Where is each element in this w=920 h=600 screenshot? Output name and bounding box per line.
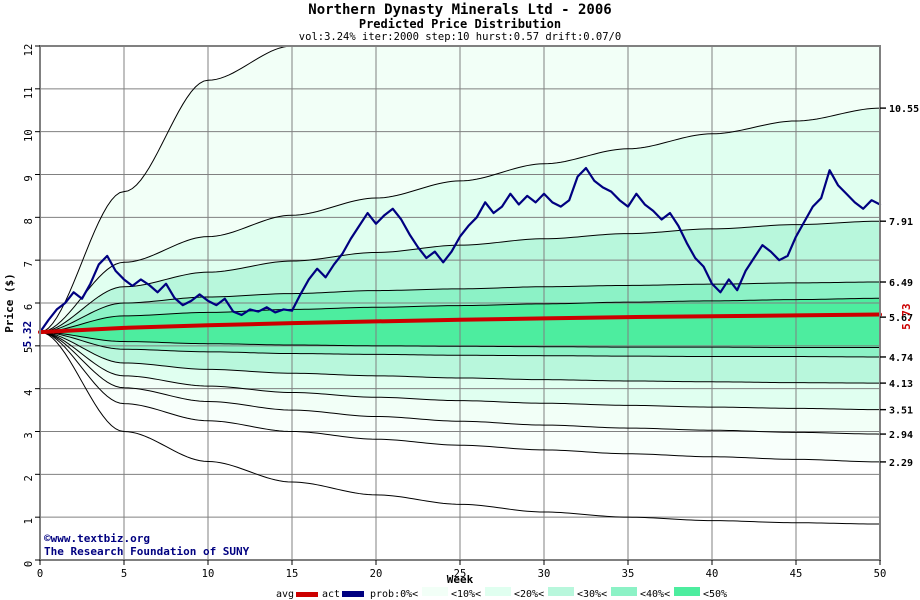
y-tick-label: 2 <box>23 475 35 481</box>
chart-parameters: vol:3.24% iter:2000 step:10 hurst:0.57 d… <box>299 31 621 43</box>
series-avg <box>38 312 882 335</box>
band-boundary-line <box>39 107 881 333</box>
x-tick-label: 10 <box>202 568 215 580</box>
data-series <box>38 166 882 335</box>
legend-swatch <box>485 587 511 596</box>
x-tick-label: 0 <box>37 568 43 580</box>
legend-act-label: act <box>322 589 340 600</box>
x-tick-label: 35 <box>622 568 635 580</box>
x-tick-label: 5 <box>121 568 127 580</box>
start-price-label: 5.32 <box>21 321 34 348</box>
y-tick-label: 10 <box>23 129 35 142</box>
right-axis-label: 10.55 <box>889 104 919 115</box>
y-tick-label: 4 <box>23 390 35 396</box>
probability-band <box>40 332 880 410</box>
band-boundary-line <box>39 331 880 384</box>
x-tick-label: 30 <box>538 568 551 580</box>
credit-line-2: The Research Foundation of SUNY <box>44 545 250 558</box>
y-tick-label: 12 <box>23 44 35 57</box>
legend-avg-label: avg <box>276 589 294 600</box>
y-tick-label: 5 <box>23 347 35 353</box>
probability-band <box>40 332 880 357</box>
legend-prob-label: prob:0%< <box>370 589 418 600</box>
plot-area <box>38 45 882 561</box>
final-average-label: 5.73 <box>900 303 913 330</box>
x-tick-label: 40 <box>706 568 719 580</box>
band-boundary-line <box>39 331 880 411</box>
x-tick-label: 50 <box>874 568 887 580</box>
y-tick-label: 0 <box>23 561 35 567</box>
right-axis-label: 2.94 <box>889 430 913 441</box>
chart-subtitle: Predicted Price Distribution <box>359 17 561 31</box>
chart-title: Northern Dynasty Minerals Ltd - 2006 <box>308 2 611 18</box>
probability-band <box>40 332 880 525</box>
legend-item-label: <10%< <box>451 589 481 600</box>
right-axis-labels: 10.55 7.91 6.49 5.67 4.74 4.13 3.51 2.94 2.29 <box>880 104 919 469</box>
legend-swatch <box>422 587 448 596</box>
x-axis-label: Week <box>447 573 474 586</box>
right-axis-label: 4.13 <box>889 379 913 390</box>
band-boundary-line <box>39 331 881 435</box>
x-tick-label: 25 <box>454 568 467 580</box>
y-tick-label: 8 <box>23 218 35 224</box>
legend-act-swatch <box>342 591 364 597</box>
band-boundary-lines <box>39 45 881 525</box>
legend-avg-swatch <box>296 592 318 597</box>
x-tick-label: 45 <box>790 568 803 580</box>
y-tick-label: 7 <box>23 261 35 267</box>
right-axis-label: 6.49 <box>889 278 913 289</box>
chart-legend: avg act prob:0%< <10%< <20%< <30%< <40%< <50% <box>276 587 727 600</box>
right-axis-label: 7.91 <box>889 217 913 228</box>
x-tick-label: 15 <box>286 568 299 580</box>
credit-line-1[interactable]: ©www.textbiz.org <box>44 532 150 545</box>
right-axis-label: 3.51 <box>889 406 913 417</box>
y-tick-label: 11 <box>23 87 35 100</box>
x-tick-label: 20 <box>370 568 383 580</box>
legend-item-label: <40%< <box>640 589 670 600</box>
right-axis-label: 5.67 <box>889 313 913 324</box>
legend-swatch <box>548 587 574 596</box>
probability-band <box>40 282 880 333</box>
y-tick-label: 1 <box>23 518 35 524</box>
series-act <box>38 166 882 334</box>
y-tick-label: 6 <box>23 304 35 310</box>
y-axis-label: Price ($) <box>3 273 16 333</box>
y-tick-label: 3 <box>23 432 35 438</box>
x-axis: 0 5 10 15 20 25 30 35 40 45 50 <box>37 560 886 580</box>
band-boundary-line <box>39 331 881 525</box>
right-axis-label: 4.74 <box>889 353 913 364</box>
band-boundary-line <box>39 331 881 463</box>
y-tick-label: 9 <box>23 175 35 181</box>
probability-band <box>40 332 880 435</box>
right-axis-label: 2.29 <box>889 458 913 469</box>
grid-lines <box>40 46 880 560</box>
legend-swatch <box>611 587 637 596</box>
legend-swatch <box>674 587 700 596</box>
legend-item-label: <20%< <box>514 589 544 600</box>
band-boundary-line <box>39 220 881 333</box>
band-boundary-line <box>39 331 880 358</box>
probability-band <box>40 46 880 333</box>
band-boundary-line <box>39 331 880 349</box>
legend-item-label: <30%< <box>577 589 607 600</box>
band-boundary-line <box>39 297 881 333</box>
legend-item-label: <50% <box>703 589 727 600</box>
